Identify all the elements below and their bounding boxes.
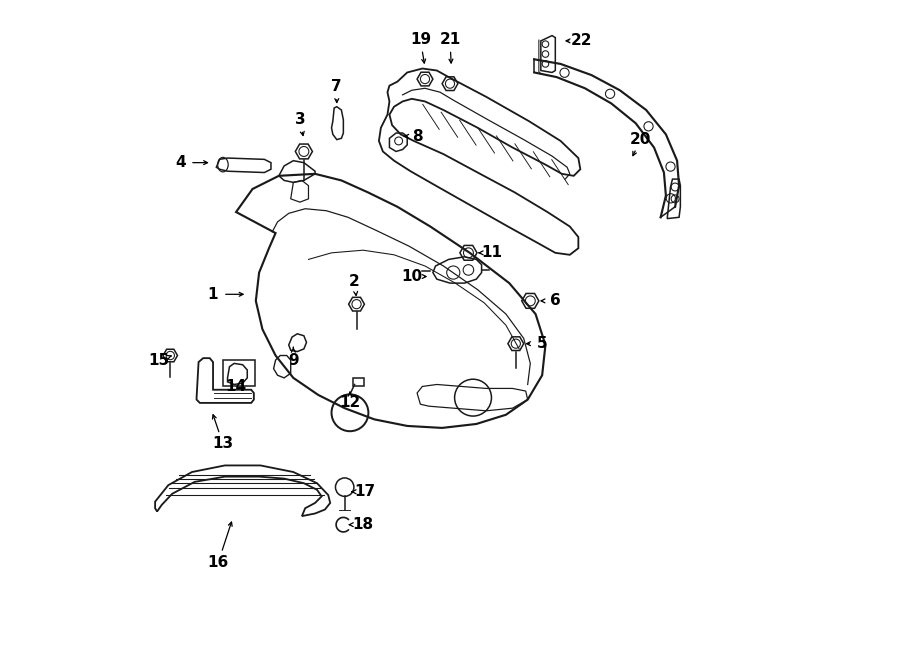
Text: 19: 19 [410, 32, 431, 47]
Text: 4: 4 [175, 155, 185, 170]
Text: 9: 9 [288, 352, 299, 368]
Bar [353, 378, 364, 386]
Text: 13: 13 [212, 436, 233, 451]
Text: 11: 11 [482, 245, 502, 260]
Text: 2: 2 [349, 274, 360, 289]
Bar [223, 360, 255, 387]
Text: 22: 22 [571, 34, 592, 48]
Text: 12: 12 [339, 395, 361, 410]
Text: 5: 5 [536, 336, 547, 351]
Text: 20: 20 [630, 132, 652, 147]
Text: 16: 16 [208, 555, 229, 570]
Text: 17: 17 [354, 485, 375, 499]
Text: 1: 1 [208, 287, 219, 302]
Text: 3: 3 [294, 112, 305, 128]
Text: 8: 8 [412, 129, 422, 144]
Text: 21: 21 [439, 32, 461, 47]
Text: 6: 6 [550, 293, 561, 309]
Text: 15: 15 [148, 352, 169, 368]
Text: 7: 7 [331, 79, 342, 95]
Text: 10: 10 [401, 269, 422, 284]
Text: 18: 18 [353, 517, 374, 532]
Text: 14: 14 [226, 379, 247, 394]
